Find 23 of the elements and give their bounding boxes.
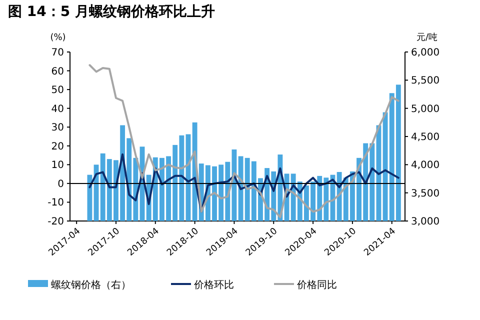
y2-axis-title: 元/吨 xyxy=(416,32,438,43)
y-tick-label: -20 xyxy=(48,216,64,228)
y-tick-label: 30 xyxy=(51,122,64,134)
y2-tick-label: 5,000 xyxy=(411,104,440,115)
chart-title: 图 14：5 月螺纹钢价格环比上升 xyxy=(8,3,215,20)
legend-label: 价格环比 xyxy=(193,279,234,291)
y-tick-label: 20 xyxy=(51,141,64,152)
y2-tick-label: 6,000 xyxy=(411,48,440,58)
y2-tick-label: 4,000 xyxy=(411,160,440,172)
y2-tick-label: 3,000 xyxy=(411,216,440,228)
y-tick-label: 40 xyxy=(51,104,64,115)
y2-tick-label: 5,500 xyxy=(411,76,440,87)
legend-label: 螺纹钢价格（右） xyxy=(51,279,131,291)
y-tick-label: 60 xyxy=(51,66,64,78)
legend-label: 价格同比 xyxy=(296,279,337,291)
y-tick-label: 70 xyxy=(51,48,64,58)
y-tick-label: 0 xyxy=(58,178,64,190)
y2-tick-label: 3,500 xyxy=(411,188,440,200)
y2-tick-label: 4,500 xyxy=(411,132,440,143)
y-axis-title: (%) xyxy=(50,33,66,43)
y-tick-label: 50 xyxy=(51,85,64,96)
y-tick-label: -10 xyxy=(48,198,64,209)
y-tick-label: 10 xyxy=(51,160,64,172)
